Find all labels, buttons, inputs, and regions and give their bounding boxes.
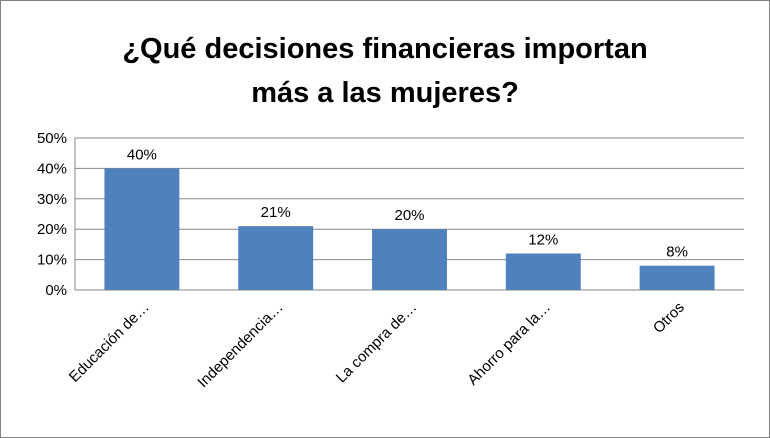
y-tick-label: 10% xyxy=(37,252,67,269)
bar xyxy=(639,265,715,290)
data-label: 40% xyxy=(127,146,157,163)
y-tick-label: 30% xyxy=(37,191,67,208)
bar xyxy=(372,229,447,290)
y-tick-label: 20% xyxy=(37,221,67,238)
data-label: 20% xyxy=(394,207,424,224)
y-tick-label: 40% xyxy=(37,160,67,177)
x-tick-label: Independencia… xyxy=(194,299,286,391)
bar xyxy=(104,168,180,290)
chart-title-line-1: ¿Qué decisiones financieras importan xyxy=(122,33,648,65)
data-label: 21% xyxy=(261,204,291,221)
data-label: 8% xyxy=(666,244,688,261)
x-tick-label: Otros xyxy=(650,299,688,337)
x-tick-label: Ahorro para la… xyxy=(464,299,554,389)
bar xyxy=(505,253,581,290)
x-tick-label: Educación de… xyxy=(66,299,153,386)
data-label: 12% xyxy=(528,232,558,249)
x-tick-label: La compra de… xyxy=(333,299,420,386)
chart-title: ¿Qué decisiones financieras importan más… xyxy=(1,27,769,115)
chart-title-line-2: más a las mujeres? xyxy=(251,77,519,109)
y-tick-label: 0% xyxy=(45,282,67,299)
bar xyxy=(238,226,314,290)
y-tick-label: 50% xyxy=(37,130,67,147)
bars xyxy=(104,168,715,290)
